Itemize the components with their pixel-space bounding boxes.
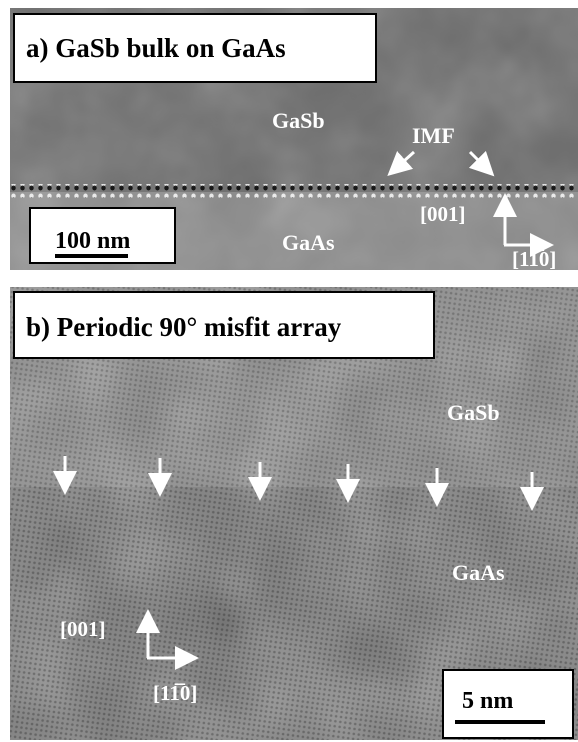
direction-label: [11̅0]	[153, 681, 197, 705]
direction-label: [11̅0]	[512, 247, 556, 271]
interface-line	[10, 184, 578, 198]
panel-title: b) Periodic 90° misfit array	[26, 312, 342, 342]
scale-label: 5 nm	[462, 688, 513, 714]
material-label: GaSb	[272, 108, 325, 133]
interface-label: IMF	[412, 123, 455, 148]
material-label: GaAs	[282, 230, 335, 255]
direction-label: [001]	[420, 202, 466, 226]
panel-title: a) GaSb bulk on GaAs	[26, 33, 286, 63]
panel-a: a) GaSb bulk on GaAs GaSb IMF 100 nm GaA…	[10, 8, 578, 271]
material-label: GaSb	[447, 400, 500, 425]
figure: a) GaSb bulk on GaAs GaSb IMF 100 nm GaA…	[0, 0, 578, 742]
direction-label: [001]	[60, 617, 106, 641]
scale-label: 100 nm	[55, 228, 130, 254]
panel-b: b) Periodic 90° misfit array GaSb GaAs […	[10, 287, 578, 740]
material-label: GaAs	[452, 560, 505, 585]
